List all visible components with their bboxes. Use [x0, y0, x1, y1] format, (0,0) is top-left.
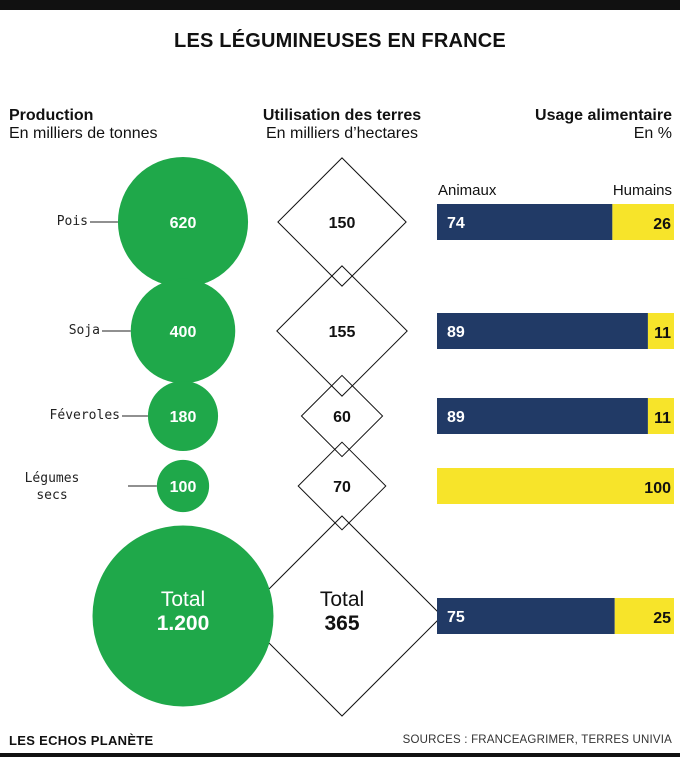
row-label: Pois: [56, 214, 88, 229]
bar-segment-humans: [612, 204, 674, 240]
land-diamond: [241, 515, 443, 717]
bottom-rule: [0, 753, 680, 757]
bar-value-animals: 89: [447, 409, 465, 426]
land-diamond: [277, 157, 407, 287]
bar-value-animals: 89: [447, 324, 465, 341]
brand-label: LES ECHOS PLANÈTE: [9, 733, 154, 748]
bar-value-animals: 75: [447, 609, 465, 626]
row-label: Légumes secs: [24, 471, 80, 503]
production-unit: En milliers de tonnes: [9, 125, 158, 142]
legend-humans: Humains: [612, 182, 672, 199]
land-unit: En milliers d’hectares: [265, 125, 419, 142]
land-total-word: Total: [320, 588, 364, 611]
production-header: Production En milliers de tonnes: [9, 107, 158, 143]
bar-segment-animals: [437, 398, 648, 434]
production-heading: Production: [9, 107, 94, 124]
production-circle: [92, 525, 274, 707]
top-rule: [0, 0, 680, 10]
production-circle: [147, 380, 219, 452]
production-circle: [156, 459, 210, 513]
land-value-label: 150: [329, 215, 356, 232]
land-heading: Utilisation des terres: [262, 107, 422, 124]
bar-segment-animals: [437, 598, 615, 634]
production-value-label: 180: [170, 409, 197, 426]
bar-segment-humans: [647, 398, 674, 434]
bar-segment-humans: [437, 468, 674, 504]
sources-label: SOURCES : FRANCEAGRIMER, TERRES UNIVIA: [402, 734, 672, 746]
row-label: Féveroles: [49, 408, 120, 423]
bar-value-humans: 11: [654, 325, 671, 342]
bar-segment-animals: [437, 313, 648, 349]
food-header: Usage alimentaire En %: [535, 107, 672, 143]
bar-segment-animals: [437, 204, 613, 240]
bar-value-animals: 74: [447, 215, 465, 232]
chart-title: LES LÉGUMINEUSES EN FRANCE: [174, 30, 506, 52]
bar-value-humans: 26: [653, 216, 671, 233]
food-unit: En %: [633, 125, 672, 142]
production-value-label: 100: [170, 479, 197, 496]
bar-value-humans: 100: [644, 480, 671, 497]
bar-value-humans: 11: [654, 410, 671, 427]
bar-value-humans: 25: [653, 610, 671, 627]
land-value-label: 60: [333, 409, 351, 426]
land-diamond: [297, 441, 387, 531]
production-total-value: 1.200: [157, 612, 210, 635]
land-header: Utilisation des terres En milliers d’hec…: [200, 107, 484, 143]
production-value-label: 400: [170, 324, 197, 341]
production-circle: [130, 278, 236, 384]
production-total-word: Total: [161, 588, 205, 611]
land-diamond: [276, 265, 408, 397]
land-value-label: 155: [329, 324, 356, 341]
food-heading: Usage alimentaire: [535, 107, 672, 124]
land-value-label: 70: [333, 479, 351, 496]
bar-segment-humans: [614, 598, 674, 634]
row-label: Soja: [68, 323, 100, 338]
production-circle: [117, 156, 249, 288]
land-total-value: 365: [324, 612, 359, 635]
production-value-label: 620: [170, 215, 197, 232]
bar-segment-humans: [647, 313, 674, 349]
land-diamond: [300, 374, 384, 458]
legend-animals: Animaux: [438, 182, 497, 199]
